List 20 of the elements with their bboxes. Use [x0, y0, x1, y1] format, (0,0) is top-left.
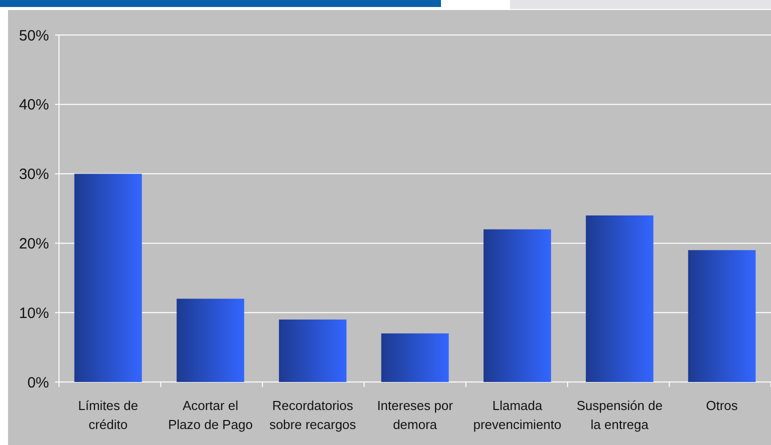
y-tick-label: 50% — [18, 27, 49, 44]
y-tick-label: 0% — [27, 374, 49, 392]
x-tick-label: Límites de crédito — [78, 398, 138, 432]
bar — [74, 174, 142, 382]
x-tick-label: Intereses por demora — [377, 398, 454, 432]
bar — [176, 298, 244, 382]
y-tick-label: 10% — [18, 304, 49, 322]
bar — [381, 333, 449, 382]
x-tick-label: Suspensión de la entrega — [576, 398, 663, 432]
y-tick-label: 30% — [18, 166, 49, 184]
y-tick-label: 20% — [18, 235, 49, 252]
x-tick-label: Otros — [706, 398, 738, 413]
bar — [278, 320, 346, 382]
bar — [586, 215, 654, 382]
bar — [688, 250, 756, 382]
x-tick-label: Llamada prevencimiento — [473, 398, 562, 432]
x-tick-label: Recordatorios sobre recargos — [269, 398, 357, 432]
bar — [484, 229, 552, 382]
y-tick-label: 40% — [18, 96, 49, 114]
x-tick-label: Acortar el Plazo de Pago — [168, 398, 253, 432]
